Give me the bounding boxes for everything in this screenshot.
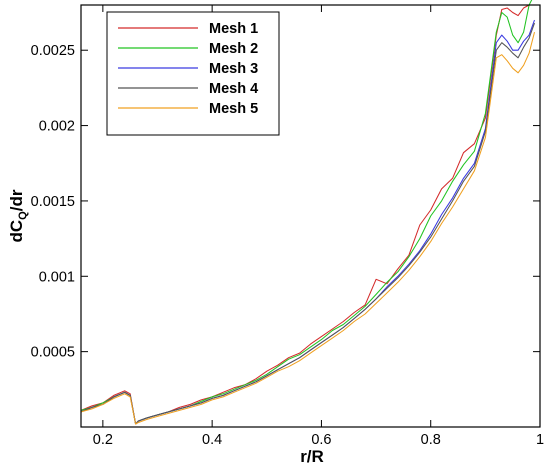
y-tick-label: 0.0015 [31,194,75,210]
legend-box [106,11,280,136]
legend-label: Mesh 1 [209,21,258,37]
x-tick-label: 0.4 [202,432,222,448]
y-tick-label: 0.0025 [31,43,75,59]
x-tick-label: 0.2 [93,432,113,448]
y-tick-label: 0.001 [39,269,75,285]
y-axis-ticks: 0.0005 0.001 0.0015 0.002 0.0025 [31,43,540,361]
legend-label: Mesh 3 [209,61,258,77]
legend: Mesh 1 Mesh 2 Mesh 3 Mesh 4 Mesh 5 [106,11,280,136]
legend-label: Mesh 5 [209,101,258,117]
x-axis-title: r/R [300,447,324,466]
x-tick-label: 0.8 [421,432,441,448]
y-axis-title-tail: /dr [7,189,26,211]
plot-frame [80,4,541,428]
y-axis-title-main: dC [7,220,26,243]
series-line-mesh-4 [80,22,535,425]
y-axis-title-subscript: Q [17,211,29,220]
y-axis-title: dCQ/dr [7,189,29,242]
y-tick-label: 0.002 [39,119,75,135]
series-line-mesh-5 [80,31,536,425]
legend-label: Mesh 2 [209,41,258,57]
legend-label: Mesh 4 [209,81,258,97]
x-tick-label: 0.6 [311,432,331,448]
y-tick-label: 0.0005 [31,345,75,361]
x-tick-label: 1 [536,432,544,448]
x-axis-ticks: 0.2 0.4 0.6 0.8 1 [93,5,544,448]
series-layer [80,0,536,425]
